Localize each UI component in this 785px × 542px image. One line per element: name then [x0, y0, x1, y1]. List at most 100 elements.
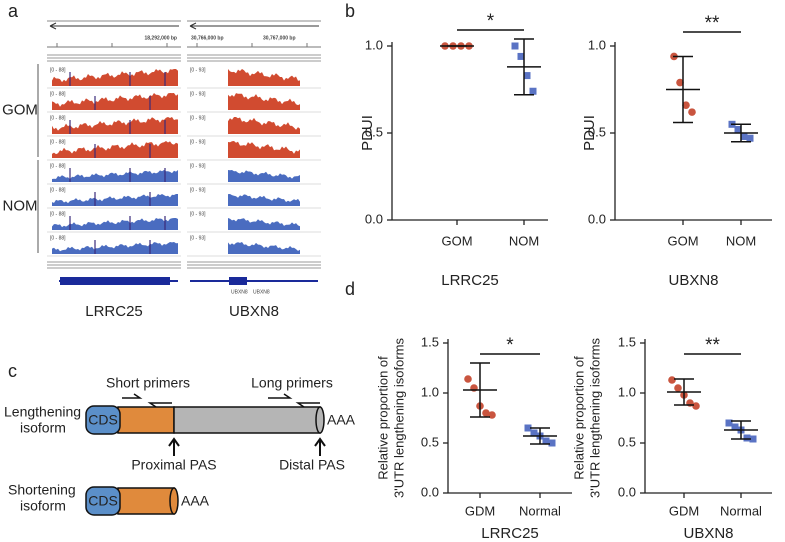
x-tick-label: Normal — [720, 503, 762, 518]
cds-label: CDS — [88, 412, 118, 428]
group-label: NOM — [3, 197, 38, 214]
utr-distal — [173, 406, 321, 434]
error-bar — [514, 38, 534, 96]
pas-arrow — [168, 437, 180, 456]
error-bar — [470, 362, 490, 418]
coverage — [52, 218, 178, 230]
isoform-label: isoform — [20, 498, 66, 514]
y-tick-label: 1.0 — [588, 37, 606, 52]
y-tick-label: 0.5 — [618, 434, 636, 449]
x-tick-label: GDM — [669, 503, 699, 518]
error-bar — [673, 55, 693, 124]
utr-end — [169, 487, 179, 515]
coverage — [228, 170, 300, 182]
significance: * — [487, 11, 495, 32]
x-tick-label: GDM — [465, 503, 495, 518]
track-range: [0 - 93] — [190, 235, 206, 241]
y-tick-label: 0.5 — [421, 434, 439, 449]
primer-label: Long primers — [251, 375, 333, 391]
panel-letter: b — [345, 1, 355, 21]
error-bar — [674, 378, 694, 406]
track-range: [0 - 93] — [190, 163, 206, 169]
data-point — [668, 376, 676, 384]
cds-label: CDS — [88, 493, 118, 509]
isoform-label: Shortening — [8, 482, 76, 498]
data-point — [464, 375, 472, 383]
track-range: [0 - 88] — [50, 211, 66, 217]
data-point — [725, 419, 733, 427]
y-axis-title: 3'UTR lengthening isoforms — [587, 338, 602, 498]
utr-proximal — [117, 487, 175, 515]
y-tick-label: 1.5 — [421, 334, 439, 349]
y-axis-title: PDUI — [581, 115, 598, 151]
track-range: [0 - 93] — [190, 91, 206, 97]
error-bar — [530, 427, 550, 445]
track-range: [0 - 93] — [190, 139, 206, 145]
coverage — [52, 93, 178, 110]
panel-letter: a — [8, 1, 19, 21]
data-point — [542, 437, 550, 445]
data-point — [749, 435, 757, 443]
coverage — [52, 242, 178, 254]
track-range: [0 - 88] — [50, 163, 66, 169]
x-axis-title: LRRC25 — [441, 272, 499, 289]
track-range: [0 - 93] — [190, 211, 206, 217]
gene-name: UBXN8 — [229, 303, 279, 320]
y-axis-title: PDUI — [359, 115, 376, 151]
primer-arrow — [268, 393, 293, 399]
significance: ** — [705, 13, 720, 34]
isoform-diagram — [85, 393, 326, 516]
x-tick-label: Normal — [519, 503, 561, 518]
data-point — [743, 434, 751, 442]
isoform-label: Lengthening — [4, 404, 81, 420]
x-tick-label: NOM — [509, 233, 539, 248]
y-tick-label: 0.0 — [588, 211, 606, 226]
y-tick-label: 1.0 — [421, 384, 439, 399]
track-range: [0 - 88] — [50, 139, 66, 145]
data-point — [517, 52, 525, 60]
significance: * — [506, 335, 514, 356]
track-range: [0 - 88] — [50, 91, 66, 97]
track-range: [0 - 88] — [50, 67, 66, 73]
locus-arrow — [189, 22, 319, 30]
track-range: [0 - 93] — [190, 115, 206, 121]
panel-letter: d — [345, 279, 355, 299]
pas-label: Proximal PAS — [131, 457, 216, 473]
data-point — [511, 42, 519, 50]
gene-label: UBXN8 — [231, 289, 248, 295]
primer-arrow — [122, 393, 143, 399]
data-point — [548, 439, 556, 447]
isoform-label: isoform — [20, 420, 66, 436]
y-tick-label: 0.0 — [365, 211, 383, 226]
track-range: [0 - 88] — [50, 187, 66, 193]
data-point — [688, 108, 696, 116]
coverage — [228, 141, 300, 158]
coverage — [52, 117, 178, 134]
y-tick-label: 1.5 — [618, 334, 636, 349]
coverage — [228, 218, 300, 230]
data-point — [524, 424, 532, 432]
y-tick-label: 0.0 — [421, 484, 439, 499]
error-bar — [731, 123, 751, 143]
coverage — [228, 117, 300, 134]
y-axis-title: Relative proportion of — [571, 356, 586, 480]
data-point — [746, 134, 754, 142]
cds-box — [85, 486, 121, 516]
coverage — [52, 69, 178, 86]
data-point — [529, 87, 537, 95]
y-tick-label: 0.0 — [618, 484, 636, 499]
x-tick-label: NOM — [726, 233, 756, 248]
pas-label: Distal PAS — [279, 457, 345, 473]
polya-label: AAA — [327, 412, 356, 428]
coordinate-label: 30,767,000 bp — [263, 35, 296, 41]
x-axis-title: UBXN8 — [683, 525, 733, 542]
utr-proximal — [117, 406, 175, 434]
y-tick-label: 0.5 — [588, 124, 606, 139]
data-point — [731, 423, 739, 431]
utr-end — [315, 406, 325, 434]
y-tick-label: 1.0 — [618, 384, 636, 399]
locus-arrow — [49, 22, 179, 30]
significance: ** — [705, 335, 720, 356]
data-point — [692, 402, 700, 410]
